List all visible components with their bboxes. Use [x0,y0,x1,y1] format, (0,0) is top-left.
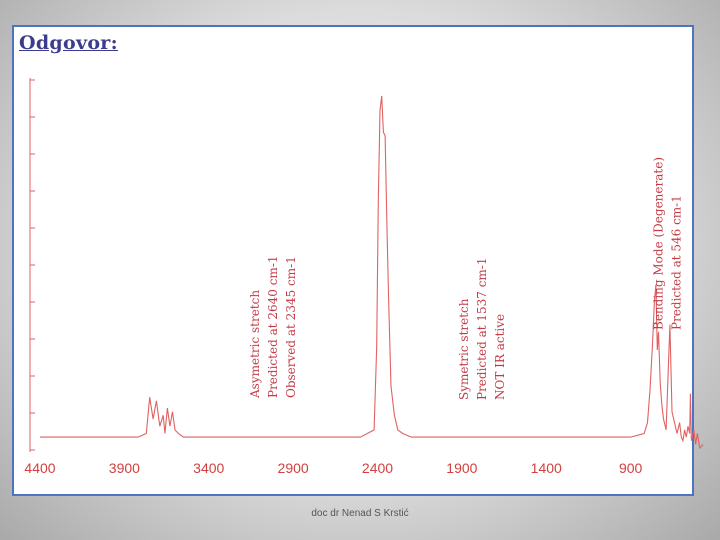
slide-frame [12,25,694,496]
peak-annotations: Asymetric stretch Predicted at 2640 cm-1 O… [248,157,683,400]
annotation-line: Bending Mode (Degenerate) [651,157,665,330]
answer-heading: Odgovor: [19,32,118,54]
annotation-line: Predicted at 2640 cm-1 [266,255,280,398]
x-tick-label: 2900 [278,460,309,476]
x-tick-label: 900 [619,460,643,476]
x-tick-labels: 4400 3900 3400 2900 2400 1900 1400 900 [24,460,642,476]
annotation-line: Predicted at 546 cm-1 [669,195,683,330]
x-tick-label: 3400 [193,460,224,476]
x-tick-label: 4400 [24,460,55,476]
annotation-line: Symetric stretch [457,298,471,400]
peak-annotation: Symetric stretch Predicted at 1537 cm-1 NO… [457,257,507,400]
spectrum-line [40,95,704,450]
x-tick-label: 1400 [531,460,562,476]
x-tick-label: 1900 [446,460,477,476]
footer-author: doc dr Nenad S Krstić [311,508,409,519]
annotation-line: Asymetric stretch [248,290,262,399]
peak-annotation: Bending Mode (Degenerate) Predicted at 54… [651,157,683,330]
left-axis [29,78,35,452]
x-tick-label: 2400 [362,460,393,476]
annotation-line: Predicted at 1537 cm-1 [475,257,489,400]
annotation-line: Observed at 2345 cm-1 [284,256,298,398]
peak-annotation: Asymetric stretch Predicted at 2640 cm-1 O… [248,255,298,399]
annotation-line: NOT IR active [493,314,507,400]
x-tick-label: 3900 [109,460,140,476]
